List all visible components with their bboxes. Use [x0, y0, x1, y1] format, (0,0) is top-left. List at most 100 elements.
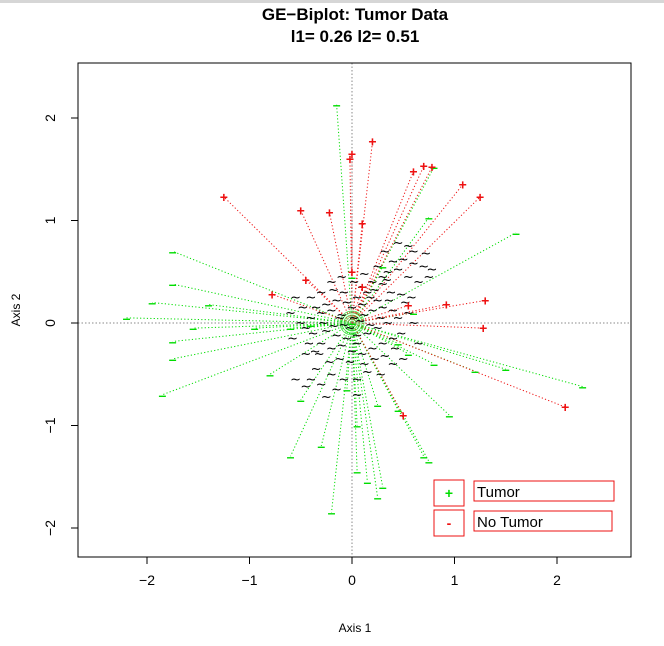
- vector-line-tumor-4: [172, 250, 353, 324]
- gene-marker-45: ~: [336, 339, 347, 354]
- tumor-point-5: –: [169, 276, 177, 292]
- chart-subtitle: l1= 0.26 l2= 0.51: [291, 27, 420, 46]
- x-tick-label-2: 0: [348, 572, 356, 588]
- vector-line-tumor-18: [290, 322, 353, 457]
- gene-marker-47: ~: [357, 347, 368, 362]
- no-tumor-point-19: +: [399, 407, 407, 423]
- gene-marker-30: ~: [347, 301, 358, 316]
- gene-marker-106: ~: [287, 331, 298, 346]
- tumor-point-31: –: [445, 407, 453, 423]
- gene-marker-99: ~: [426, 263, 437, 278]
- gene-marker-17: ~: [406, 290, 417, 305]
- origin-ring-6: [345, 316, 359, 330]
- gene-marker-77: ~: [383, 293, 394, 308]
- gene-marker-41: ~: [331, 328, 342, 343]
- gene-marker-58: ~: [314, 347, 325, 362]
- vector-line-tumor-35: [351, 322, 409, 355]
- vector-line-no-tumor-16: [351, 299, 486, 324]
- x-tick-label-1: −1: [242, 572, 258, 588]
- tumor-point-20: –: [328, 505, 336, 521]
- gene-marker-115: ~: [349, 275, 360, 290]
- reference-lines: [78, 63, 631, 557]
- vector-line-no-tumor-15: [351, 304, 447, 324]
- vector-line-tumor-26: [351, 322, 384, 488]
- origin-ring-10: [341, 312, 363, 334]
- vector-line-tumor-23: [351, 322, 358, 472]
- gene-marker-73: ~: [328, 319, 339, 334]
- gene-marker-109: ~: [375, 367, 386, 382]
- legend-label-1: No Tumor: [477, 514, 543, 531]
- origin-ring-12: [339, 310, 365, 336]
- gene-marker-66: ~: [349, 311, 360, 326]
- legend-marker-0: +: [445, 485, 453, 501]
- gene-marker-31: ~: [357, 298, 368, 313]
- tumor-point-37: –: [410, 305, 418, 321]
- gene-marker-114: ~: [359, 267, 370, 282]
- gene-marker-91: ~: [398, 352, 409, 367]
- gene-marker-37: ~: [372, 321, 383, 336]
- legend-label-box-1: [473, 510, 613, 532]
- gene-marker-60: ~: [295, 316, 306, 331]
- gene-marker-14: ~: [362, 285, 373, 300]
- tumor-point-23: –: [353, 464, 361, 480]
- sample-markers: ––––––––––––– – ––– ––––––––––– ––––– –––––––…: [123, 97, 587, 521]
- vector-line-tumor-25: [351, 322, 379, 498]
- tumor-point-35: –: [404, 346, 412, 362]
- tumor-point-0: –: [333, 97, 341, 113]
- legend-marker-1: -: [447, 515, 452, 531]
- gene-marker-92: ~: [403, 306, 414, 321]
- vector-line-tumor-20: [331, 322, 353, 513]
- vector-line-no-tumor-7: [351, 171, 414, 324]
- gene-marker-87: ~: [362, 365, 373, 380]
- gene-marker-53: ~: [369, 352, 380, 367]
- no-tumor-point-11: +: [476, 189, 484, 205]
- gene-marker-54: ~: [359, 357, 370, 372]
- gene-marker-6: ~: [418, 260, 429, 275]
- x-tick-label-0: −2: [139, 572, 155, 588]
- window-top-border: [0, 0, 664, 3]
- gene-markers: ~~~ ~ ~ ~ ~~~~~ ~ ~~~ ~ ~ ~~~~~~~~~~~ ~ ~ ~ ~ ~ ~ ~~~~~~…: [285, 236, 437, 405]
- gene-marker-39: ~: [352, 328, 363, 343]
- gene-marker-25: ~: [300, 321, 311, 336]
- gene-marker-78: ~: [310, 345, 321, 360]
- tumor-point-19: –: [317, 438, 325, 454]
- gene-marker-72: ~: [365, 318, 376, 333]
- vector-line-tumor-34: [351, 322, 583, 388]
- vector-line-tumor-0: [336, 104, 353, 324]
- gene-marker-82: ~: [326, 367, 337, 382]
- vector-line-no-tumor-10: [351, 184, 464, 324]
- tumor-point-11: –: [169, 351, 177, 367]
- tumor-point-22: –: [353, 418, 361, 434]
- no-tumor-point-20: +: [358, 279, 366, 295]
- vector-line-tumor-19: [320, 322, 353, 447]
- tumor-point-12: –: [251, 320, 259, 336]
- vector-line-tumor-24: [351, 322, 368, 482]
- vector-line-tumor-10: [172, 322, 353, 342]
- vector-line-no-tumor-17: [351, 322, 484, 329]
- gene-marker-48: ~: [367, 342, 378, 357]
- gene-marker-0: ~: [377, 270, 388, 285]
- vector-line-no-tumor-8: [351, 165, 425, 324]
- gene-marker-95: ~: [400, 296, 411, 311]
- gene-marker-69: ~: [338, 318, 349, 333]
- no-tumor-point-12: +: [302, 272, 310, 288]
- gene-marker-43: ~: [316, 337, 327, 352]
- gene-marker-71: ~: [334, 311, 345, 326]
- chart-title: GE−Biplot: Tumor Data: [262, 5, 449, 24]
- gene-marker-28: ~: [326, 304, 337, 319]
- gene-marker-83: ~: [306, 372, 317, 387]
- vector-line-tumor-27: [351, 322, 379, 406]
- tumor-point-38: –: [379, 259, 387, 275]
- gene-marker-44: ~: [326, 342, 337, 357]
- y-tick-label-3: 1: [42, 216, 58, 224]
- gene-marker-33: ~: [377, 301, 388, 316]
- vector-line-no-tumor-0: [223, 196, 353, 324]
- gene-marker-2: ~: [372, 260, 383, 275]
- gene-marker-84: ~: [316, 378, 327, 393]
- tumor-point-15: –: [266, 366, 274, 382]
- tumor-point-3: –: [512, 225, 520, 241]
- legend-marker-box-1: [433, 509, 465, 537]
- gene-marker-46: ~: [347, 345, 358, 360]
- no-tumor-point-10: +: [459, 177, 467, 193]
- vector-line-tumor-3: [351, 232, 517, 324]
